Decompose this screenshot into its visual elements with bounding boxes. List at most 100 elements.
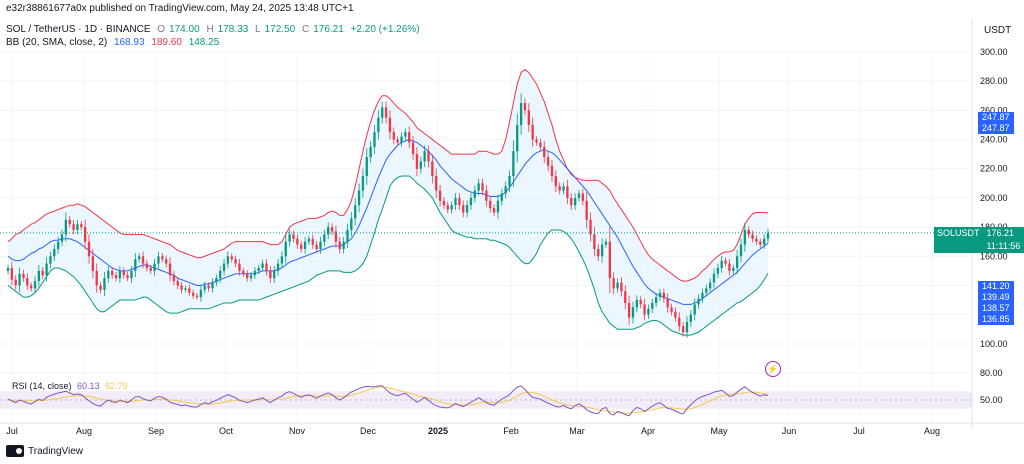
time-tick-label: Dec [360,426,377,436]
candle-body [273,270,276,279]
candle-body [593,234,596,249]
time-tick-label: Feb [503,426,519,436]
open-value: 174.00 [169,24,200,35]
candle-body [581,193,584,201]
symbol-title[interactable]: SOL / TetherUS · 1D · BINANCE [6,24,151,35]
candle-body [26,278,29,286]
candle-body [261,263,264,268]
price-tick-label: 160.00 [980,251,1008,261]
candle-body [570,197,573,206]
bollinger-legend[interactable]: BB (20, SMA, close, 2) 168.93 189.60 148… [6,37,223,48]
candle-body [234,259,237,264]
candle-body [80,224,83,228]
candle-body [222,263,226,271]
candle-body [608,241,611,279]
candle-body [411,142,415,155]
candle-body [195,295,199,298]
candle-body [643,304,646,315]
candle-body [130,270,133,279]
bollinger-lower-line [7,175,769,336]
candle-body [323,234,326,242]
candle-body [303,241,307,249]
candle-body [361,176,365,191]
axis-tag-top-1: 247.87 [978,112,1014,123]
candle-body [577,193,581,198]
candle-body [114,275,118,279]
candle-body [307,238,311,242]
candle-body [33,281,37,289]
candle-body [107,270,110,279]
candle-body [165,259,168,264]
lightning-icon[interactable]: ⚡ [765,361,781,377]
candle-body [681,326,685,333]
price-tick-label: 280.00 [980,76,1008,86]
bar-countdown: 11:11:56 [982,240,1024,253]
candle-body [37,270,41,282]
candle-body [338,241,341,249]
candle-body [635,300,638,308]
candle-body [423,151,426,162]
candle-body [708,282,712,289]
low-value: 172.50 [264,24,296,35]
tradingview-logo-icon [6,445,24,457]
candle-body [357,190,361,206]
rsi-legend[interactable]: RSI (14, close) 60.13 62.79 [12,381,131,391]
candle-body [257,267,260,271]
rsi-ma-value: 62.79 [105,381,128,391]
watermark-text: TradingView [28,445,84,457]
candle-body [492,208,496,213]
time-tick-label: May [710,426,728,436]
candle-body [477,183,480,191]
axis-tag-bottom-1: 141.20 [978,281,1014,292]
time-axis[interactable]: Jul Aug Sep Oct Nov Dec 2025 Feb Mar Apr May Jun Jul… [0,422,1024,436]
candle-body [496,200,500,213]
candle-body [435,176,438,191]
candle-body [408,132,411,143]
candle-body [45,263,48,276]
candle-body [346,230,349,242]
candle-body [242,270,245,274]
candle-body [566,186,569,198]
price-tick-label: 200.00 [980,193,1008,203]
candle-body [296,238,299,245]
candle-body [654,297,658,303]
candle-body [732,267,735,271]
low-label: L [255,24,261,35]
axis-tag-top-2: 247.87 [978,123,1014,134]
candle-body [624,291,627,303]
rsi-axis[interactable]: 50.00 [980,395,1003,405]
candle-body [535,139,538,143]
rsi-value: 60.13 [77,381,100,391]
candle-body [762,238,766,245]
candle-body [184,288,187,290]
currency-label[interactable]: USDT [984,25,1012,36]
candle-body [562,186,565,191]
candle-body [616,282,619,289]
candle-body [141,256,145,264]
time-tick-label: Jul [6,426,18,436]
candle-body [172,275,176,282]
candle-body [215,278,218,283]
candle-body [246,273,249,279]
time-tick-label: Jul [853,426,865,436]
candle-body [87,241,91,257]
time-tick-label: Aug [76,426,92,436]
candle-body [253,270,257,276]
bollinger-lower-value: 148.25 [188,37,220,48]
candle-body [678,317,681,327]
candle-body [211,282,214,289]
change-value: +2.20 (+1.26%) [350,24,420,35]
candle-body [620,282,623,292]
candle-body [589,219,592,235]
candle-body [145,263,149,268]
candle-body [693,304,696,315]
price-axis[interactable]: 80.00100.00120.00140.00160.00180.00200.0… [971,18,1008,428]
candle-body [384,107,388,118]
rsi-tick-label: 50.00 [980,395,1003,405]
time-tick-label: Mar [569,426,585,436]
candle-body [6,267,10,271]
candle-body [157,256,160,264]
candle-body [265,263,268,271]
candle-body [199,289,203,298]
